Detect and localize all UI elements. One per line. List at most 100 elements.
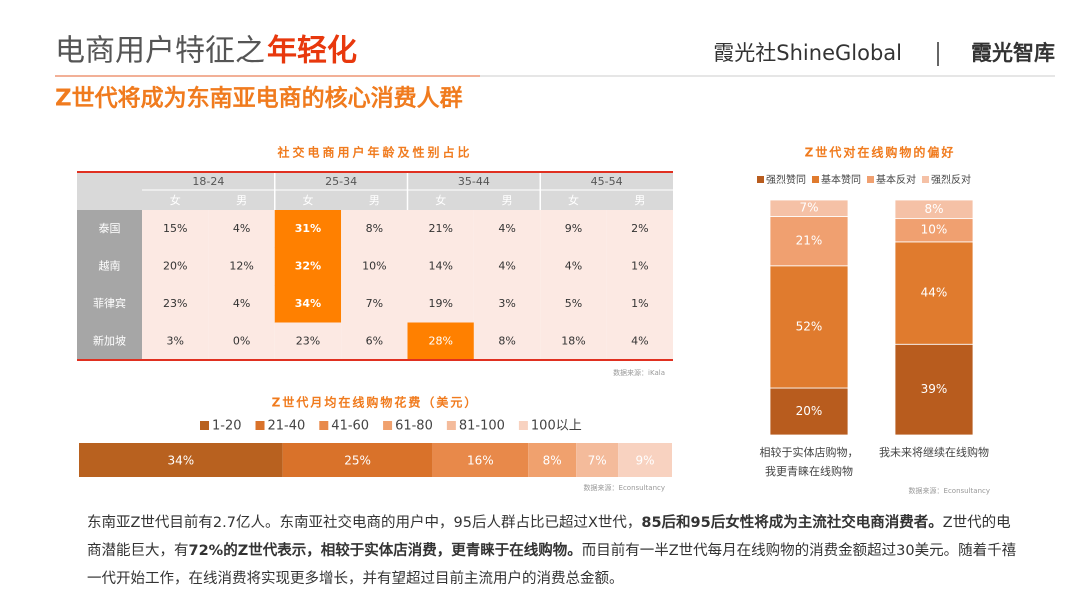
- bar-label: 8%: [543, 454, 562, 468]
- cell-value: 23%: [163, 297, 187, 310]
- category-label: 相较于实体店购物，我更青睐在线购物: [760, 445, 859, 478]
- bar-label: 39%: [921, 382, 948, 396]
- paragraph-text: 东南亚Z世代目前有2.7亿人。东南亚社交电商的用户中，95后人群占比已超过X世代…: [87, 515, 642, 531]
- cell-value: 4%: [498, 222, 515, 235]
- cell-value: 4%: [233, 297, 250, 310]
- bar-label: 25%: [344, 454, 371, 468]
- age-group: 25-34: [325, 175, 357, 188]
- legend-label: 100以上: [531, 419, 582, 434]
- cell: [341, 285, 408, 323]
- cell-value: 4%: [498, 259, 515, 272]
- gender: 男: [502, 194, 513, 207]
- cell-value: 5%: [565, 297, 582, 310]
- cell: [208, 322, 275, 360]
- bar-label: 34%: [167, 454, 194, 468]
- cell-value: 28%: [428, 334, 452, 347]
- cell-value: 6%: [366, 334, 383, 347]
- cell: [274, 247, 342, 286]
- cell: [407, 247, 474, 285]
- bar-label: 20%: [796, 404, 823, 418]
- cell: [540, 247, 607, 285]
- chart-source: 数据来源：Econsultancy: [584, 483, 665, 492]
- legend-swatch: [200, 421, 209, 430]
- bar-segment: [528, 443, 577, 477]
- cell-value: 34%: [295, 297, 321, 310]
- legend-label: 1-20: [212, 419, 242, 434]
- cell: [407, 285, 474, 323]
- legend-swatch: [518, 421, 528, 430]
- cell: [540, 322, 607, 360]
- cell: [407, 210, 474, 248]
- paragraph-bold: 72%的Z世代表示，相较于实体店消费，更青睐于在线购物。: [188, 543, 582, 559]
- bar-label: 10%: [921, 223, 948, 237]
- bar-segment: [894, 241, 974, 345]
- cell-value: 20%: [163, 259, 187, 272]
- cell-value: 10%: [362, 259, 386, 272]
- bar-segment: [769, 199, 849, 217]
- legend-swatch: [255, 421, 265, 430]
- cell-value: 4%: [233, 222, 250, 235]
- brand-sub: 霞光智库: [971, 41, 1055, 65]
- legend-label: 81-100: [459, 419, 505, 434]
- gender: 男: [236, 194, 247, 207]
- cell-value: 3%: [498, 297, 515, 310]
- bar-label: 9%: [636, 454, 655, 468]
- bar-label: 52%: [796, 319, 823, 333]
- bar-segment: [79, 443, 283, 477]
- cell-value: 1%: [631, 259, 648, 272]
- table-source: 数据来源：iKala: [613, 368, 665, 377]
- cell-value: 0%: [233, 334, 250, 347]
- cell: [606, 247, 673, 285]
- cell: [341, 322, 408, 360]
- cell: [274, 210, 342, 248]
- bar-segment: [894, 343, 974, 436]
- bar-label: 44%: [921, 286, 948, 300]
- legend-label: 基本反对: [876, 173, 916, 186]
- chart-source: 数据来源：Econsultancy: [909, 486, 990, 495]
- country-cell: [77, 322, 142, 360]
- legend-swatch: [812, 176, 819, 183]
- legend-label: 基本赞同: [821, 173, 861, 186]
- legend-label: 41-60: [331, 419, 369, 434]
- cell-value: 19%: [428, 297, 452, 310]
- cell: [540, 210, 607, 248]
- cell-value: 23%: [296, 334, 320, 347]
- brand: 霞光社ShineGlobal: [713, 41, 902, 65]
- bar-segment: [894, 199, 974, 220]
- cell-value: 3%: [166, 334, 183, 347]
- cell-value: 18%: [561, 334, 585, 347]
- cell: [142, 322, 209, 360]
- bar-label: 8%: [924, 202, 943, 216]
- cell-value: 8%: [498, 334, 515, 347]
- legend-swatch: [757, 176, 764, 183]
- cell: [208, 247, 275, 285]
- chart-title: Z世代对在线购物的偏好: [805, 145, 956, 160]
- bar-segment: [769, 265, 849, 389]
- age-group: 35-44: [458, 175, 490, 188]
- gender: 女: [568, 193, 579, 207]
- cell: [606, 285, 673, 323]
- cell: [540, 285, 607, 323]
- bar-segment: [618, 443, 672, 477]
- cell: [142, 210, 209, 248]
- legend-swatch: [319, 421, 329, 430]
- cell-value: 4%: [631, 334, 648, 347]
- cell: [606, 322, 673, 360]
- country: 泰国: [99, 221, 121, 235]
- cell-value: 8%: [366, 222, 383, 235]
- cell-value: 1%: [631, 297, 648, 310]
- cell: [142, 247, 209, 285]
- country-cell: [77, 210, 142, 248]
- legend-label: 61-80: [395, 419, 433, 434]
- cell: [274, 285, 342, 323]
- cell-value: 12%: [229, 259, 253, 272]
- cell-value: 9%: [565, 222, 582, 235]
- bar-segment: [576, 443, 619, 477]
- title-highlight: 年轻化: [267, 34, 357, 69]
- bar-label: 16%: [467, 454, 494, 468]
- cell: [473, 322, 541, 360]
- cell: [208, 210, 275, 248]
- table-header-bg: [77, 172, 673, 210]
- country-cell: [77, 285, 142, 323]
